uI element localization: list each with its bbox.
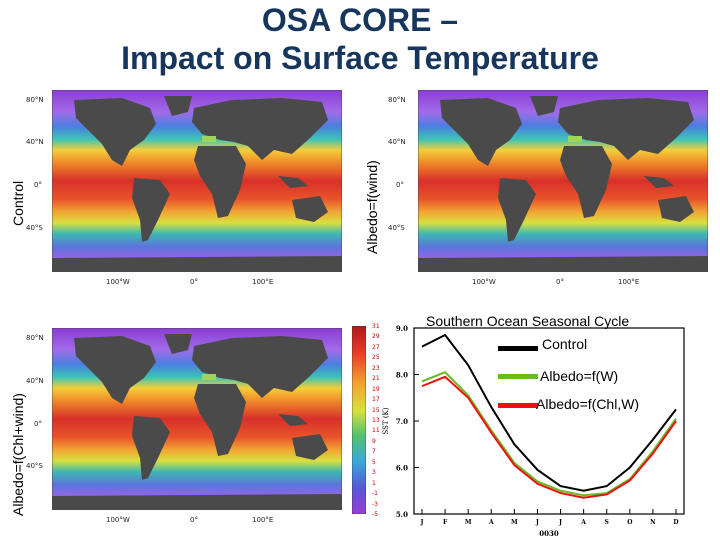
series-line-1 (421, 370, 677, 497)
lat-label: 40°S (26, 224, 43, 232)
lat-label: 40°N (388, 138, 406, 146)
lat-label: 40°S (26, 462, 43, 470)
legend-label-albedo-chl: Albedo=f(Chl,W) (536, 396, 640, 412)
x-axis-label: 0030 (539, 529, 559, 538)
colorbar-tick-label: 25 (372, 354, 380, 362)
slide-title-line2: Impact on Surface Temperature (121, 40, 599, 76)
y-tick-label: 7.0 (396, 417, 408, 426)
lon-label: 100°E (252, 278, 274, 286)
x-tick-label: S (605, 519, 609, 526)
lon-label: 100°E (618, 278, 640, 286)
series-line-2 (421, 375, 677, 499)
legend-swatch-control (498, 346, 538, 351)
map-albedo-wind (418, 90, 708, 272)
lat-label: 0° (34, 420, 42, 428)
series-line-0 (421, 333, 677, 492)
seasonal-cycle-chart: 9.0 8.0 7.0 6.0 5.0 J F M A M J J A S O N D 0030 SST (K) (382, 324, 685, 538)
lon-label: 0° (556, 278, 564, 286)
lon-label: 100°W (106, 278, 130, 286)
colorbar-tick-label: -1 (372, 490, 378, 498)
lat-label: 40°N (26, 138, 44, 146)
x-tick-label: J (558, 519, 562, 526)
x-tick-label: A (580, 519, 586, 526)
lon-label: 100°E (252, 516, 274, 524)
lat-label: 0° (34, 181, 42, 189)
x-tick-label: F (443, 519, 448, 526)
legend-label-control: Control (542, 336, 588, 352)
lon-label: 0° (190, 516, 198, 524)
colorbar-tick-label: 21 (372, 375, 380, 383)
colorbar-tick-label: 17 (372, 396, 380, 404)
colorbar-tick-label: 15 (372, 406, 380, 414)
colorbar-tick-label: -3 (372, 500, 378, 508)
map-albedo-chl-wind (52, 328, 342, 510)
lat-label: 80°N (26, 96, 44, 104)
colorbar-tick-label: 9 (372, 437, 376, 445)
lat-label: 40°S (388, 224, 405, 232)
lat-label: 80°N (388, 96, 406, 104)
colorbar-tick-label: 5 (372, 458, 376, 466)
lat-label: 80°N (26, 334, 44, 342)
colorbar-tick-label: 23 (372, 364, 380, 372)
panel-label-albedo-wind: Albedo=f(wind) (364, 160, 380, 254)
legend-swatch-albedo-chl (498, 403, 538, 408)
lat-label: 40°N (26, 377, 44, 385)
x-tick-label: J (420, 519, 424, 526)
legend-label-albedo-w: Albedo=f(W) (540, 368, 619, 384)
y-tick-label: 8.0 (396, 371, 408, 380)
slide-title-line1: OSA CORE – (261, 2, 459, 38)
y-axis-label: SST (K) (382, 407, 390, 434)
chart-title: Southern Ocean Seasonal Cycle (426, 313, 630, 329)
lon-label: 0° (190, 278, 198, 286)
y-tick-label: 6.0 (396, 464, 408, 473)
x-tick-label: A (488, 519, 494, 526)
x-tick-label: O (627, 519, 632, 526)
x-tick-label: M (511, 519, 518, 526)
colorbar-tick-label: 13 (372, 417, 380, 424)
x-tick-label: J (535, 519, 539, 526)
colorbar-tick-label: 19 (372, 385, 380, 393)
colorbar-tick-label: 11 (372, 427, 380, 435)
y-tick-label: 9.0 (396, 324, 408, 333)
panel-label-albedo-chl-wind: Albedo=f(Chl+wind) (10, 393, 26, 516)
colorbar-tick-label: 7 (372, 448, 376, 456)
colorbar-tick-label: 1 (372, 479, 376, 487)
legend-swatch-albedo-w (498, 374, 538, 379)
colorbar (352, 326, 366, 514)
x-tick-label: N (650, 519, 656, 526)
map-control (52, 90, 342, 272)
lon-label: 100°W (106, 516, 130, 524)
colorbar-tick-label: -5 (372, 511, 378, 518)
panel-label-control: Control (10, 180, 26, 226)
colorbar-tick-label: 29 (372, 333, 380, 341)
lat-label: 0° (396, 181, 404, 189)
colorbar-tick-label: 3 (372, 469, 376, 477)
colorbar-tick-label: 31 (372, 323, 380, 330)
colorbar-tick-label: 27 (372, 343, 380, 351)
x-tick-label: M (465, 519, 472, 526)
x-tick-label: D (673, 519, 678, 526)
lon-label: 100°W (472, 278, 496, 286)
y-tick-label: 5.0 (396, 510, 408, 519)
